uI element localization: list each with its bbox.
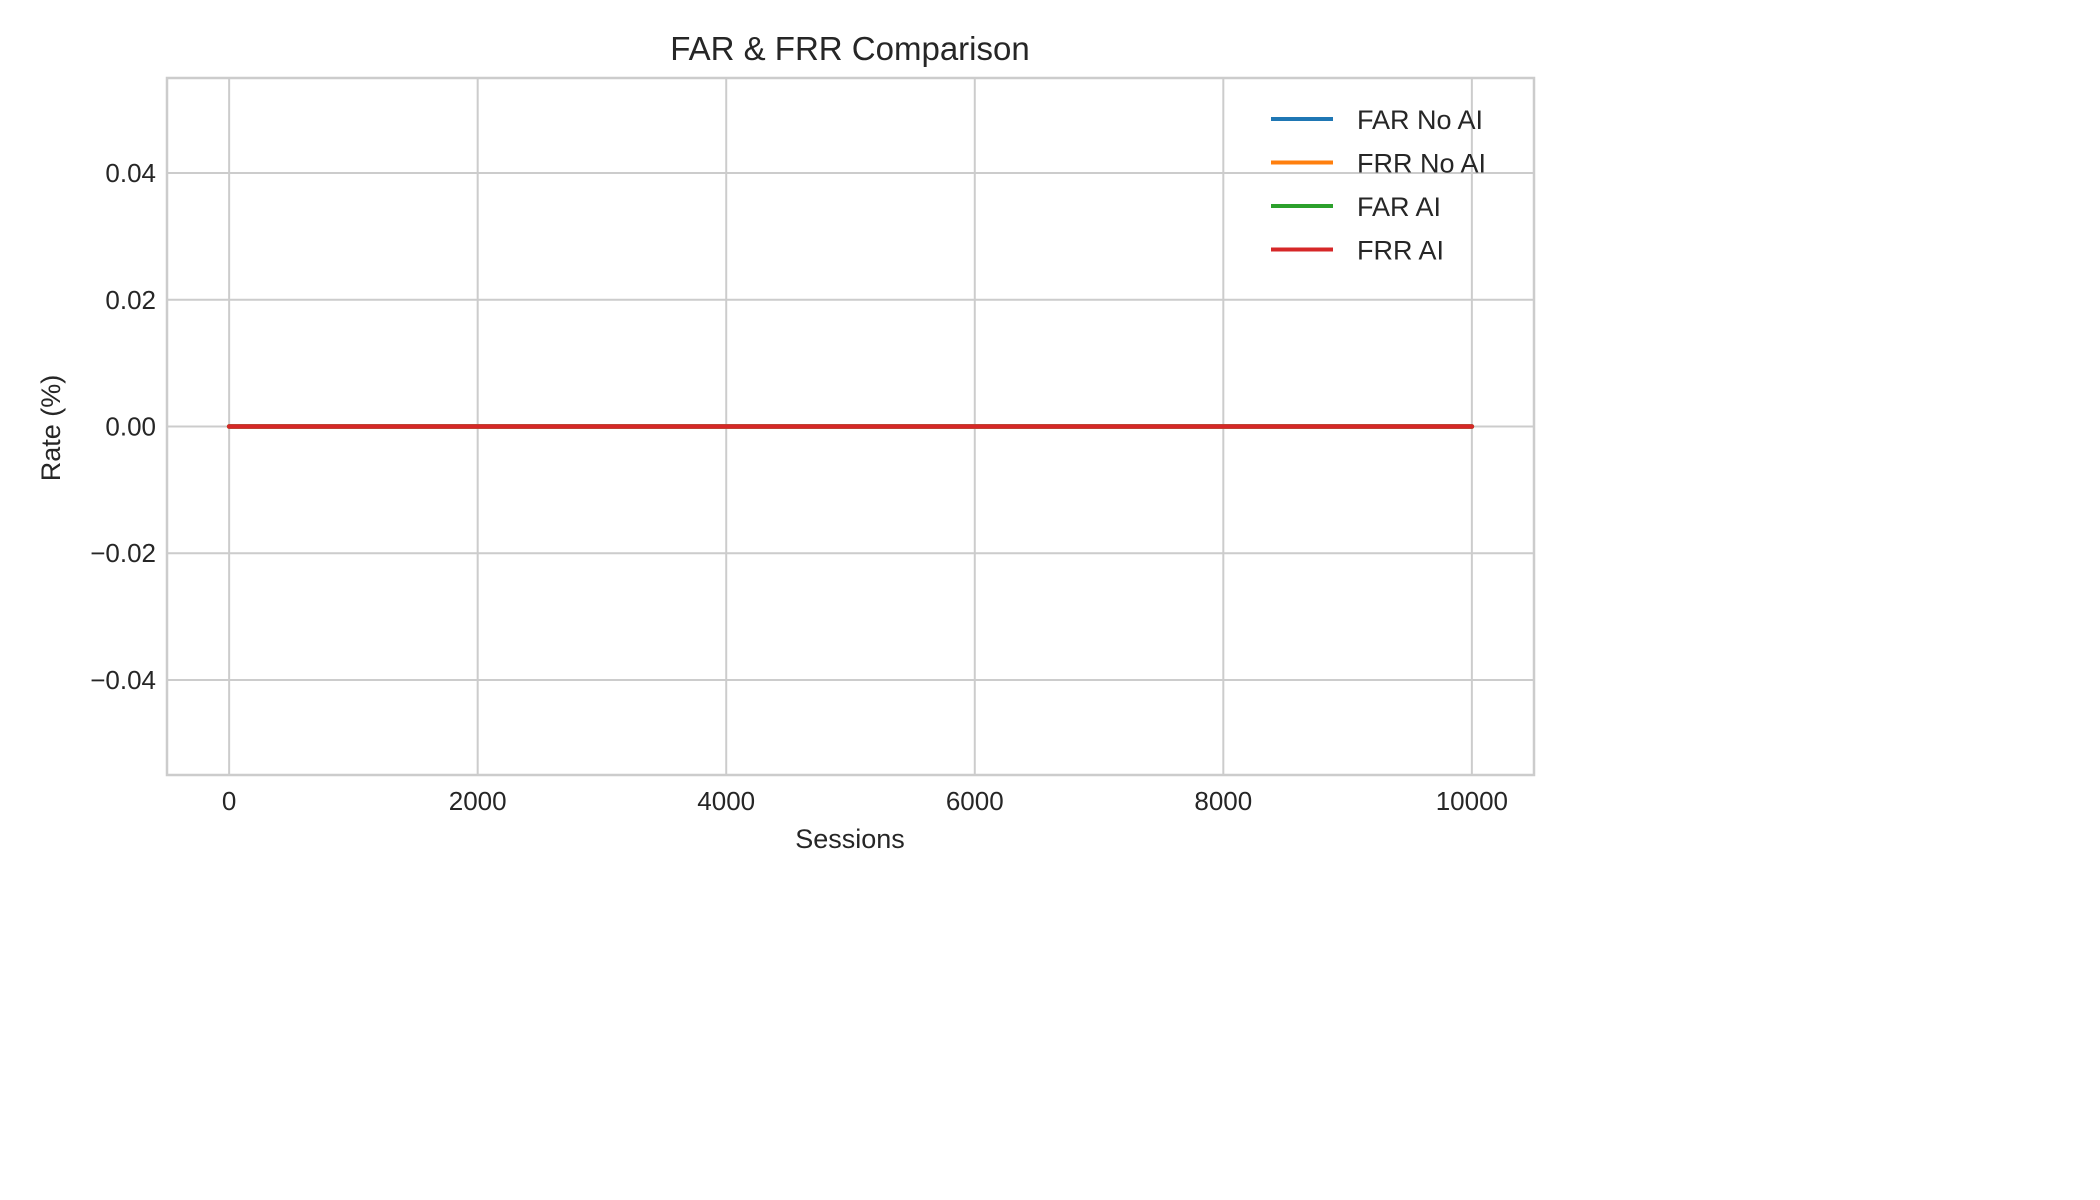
y-tick-label: 0.04 [105,158,156,188]
y-tick-label: −0.04 [90,665,156,695]
legend-label: FAR AI [1357,192,1441,222]
y-tick-label: 0.00 [105,412,156,442]
plot-frame [165,76,1536,777]
x-tick-label: 2000 [449,786,507,816]
x-axis-title: Sessions [795,824,905,854]
x-tick-label: 10000 [1436,786,1508,816]
y-tick-label: −0.02 [90,538,156,568]
legend-label: FAR No AI [1357,105,1483,135]
x-axis-ticks: 0 2000 4000 6000 8000 10000 [222,786,1508,816]
legend-label: FRR No AI [1357,149,1486,179]
x-tick-label: 6000 [946,786,1004,816]
legend: FAR No AI FRR No AI FAR AI FRR AI [1271,105,1486,266]
legend-label: FRR AI [1357,236,1444,266]
y-axis-ticks: −0.04 −0.02 0.00 0.02 0.04 [90,158,156,695]
x-tick-label: 8000 [1194,786,1252,816]
line-chart: FAR & FRR Comparison 0 2000 4000 6000 8000 10… [36,30,1536,854]
y-axis-title: Rate (%) [36,375,66,482]
x-tick-label: 0 [222,786,236,816]
x-tick-label: 4000 [697,786,755,816]
chart-container: FAR & FRR Comparison 0 2000 4000 6000 8000 10… [36,30,1536,854]
y-tick-label: 0.02 [105,285,156,315]
chart-title: FAR & FRR Comparison [670,30,1029,67]
